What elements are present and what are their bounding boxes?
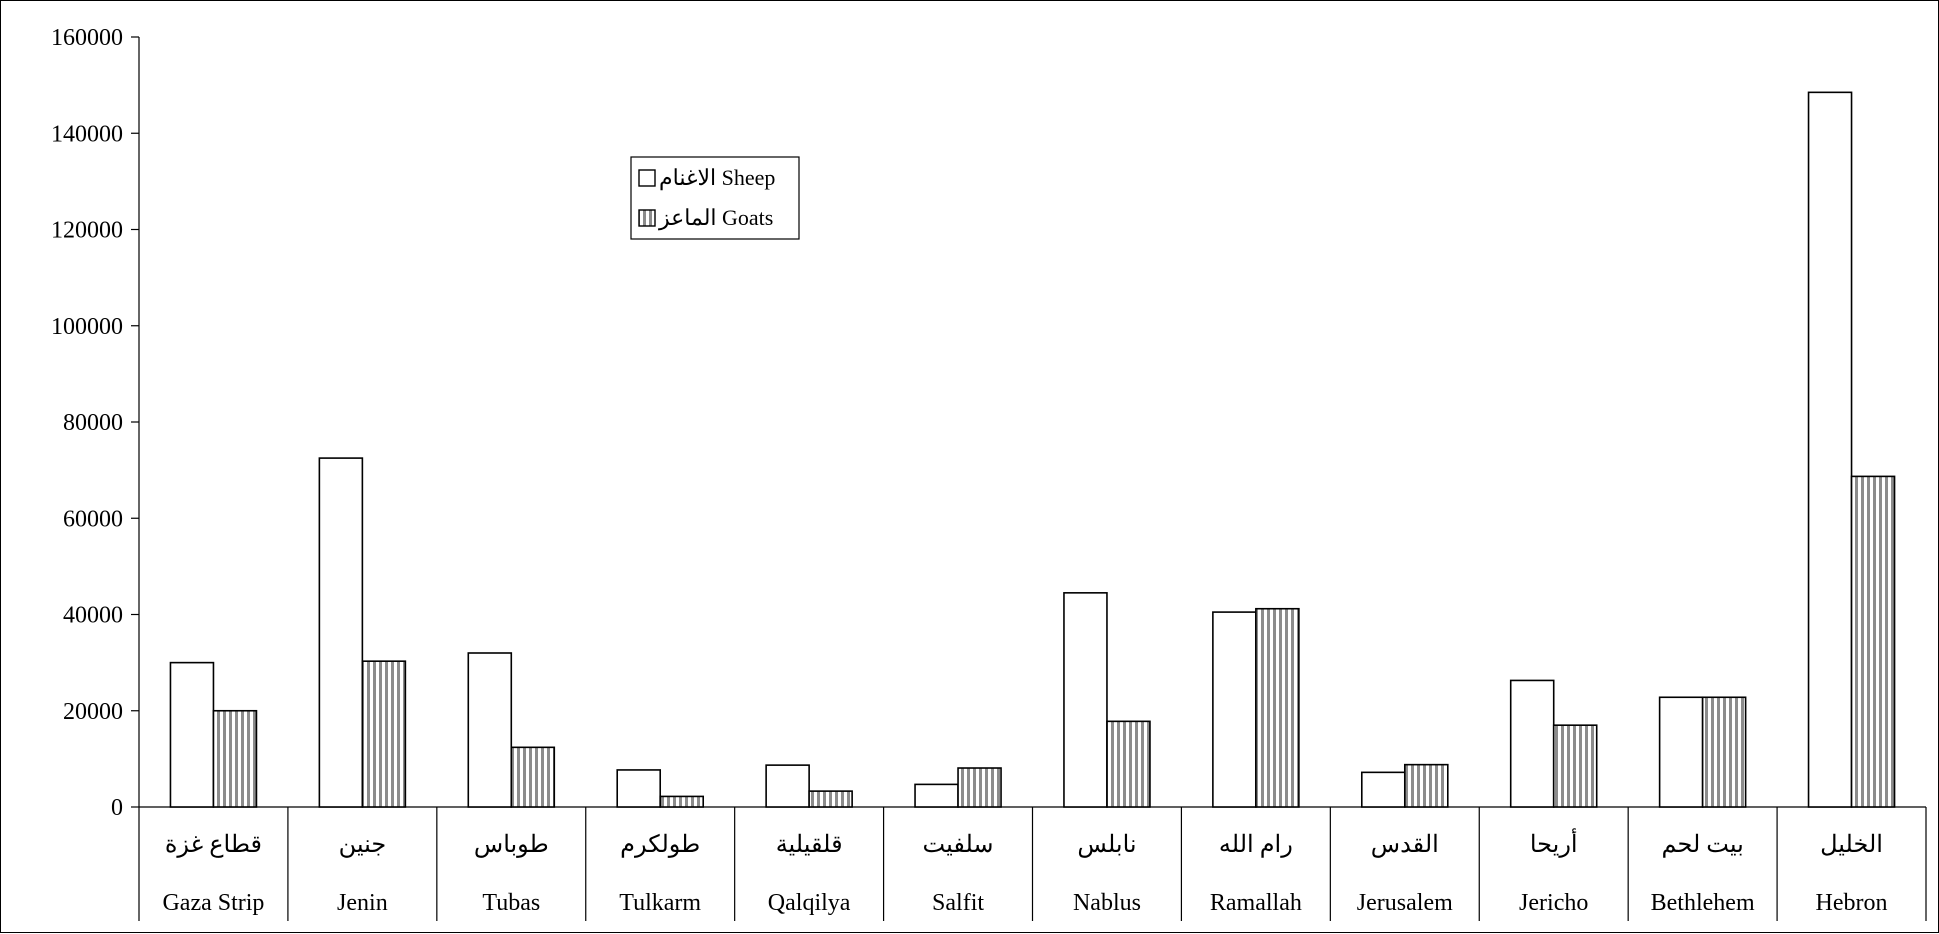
category-label-english: Hebron [1816, 890, 1888, 916]
y-tick-label: 60000 [63, 506, 123, 532]
category-label-arabic: بيت لحم [1661, 832, 1743, 858]
goats-bar [510, 746, 556, 808]
category-label-arabic: الخليل [1820, 832, 1883, 858]
goats-bar [1701, 696, 1747, 808]
category-label-arabic: نابلس [1077, 832, 1136, 858]
axes: 0 20000 40000 60000 80000 100000 120000 140000 1… [51, 25, 1927, 921]
y-tick-label: 100000 [51, 314, 123, 340]
y-tick-label: 40000 [63, 603, 123, 629]
category-labels: قطاع غزة Gaza Strip جنين Jenin طوباس Tubas طول… [162, 827, 1887, 916]
goats-bar [361, 660, 407, 808]
sheep-bar [765, 764, 810, 808]
sheep-bar [1360, 771, 1406, 808]
legend: الاغنام Sheep الماعز Goats [630, 156, 800, 240]
category-label-arabic: سلفيت [923, 832, 994, 858]
category-label-arabic: جنين [339, 832, 387, 858]
category-label-english: Jerusalem [1357, 890, 1453, 916]
legend-swatch-goats [638, 209, 656, 227]
goats-bar [212, 709, 258, 808]
category-label-arabic: طولكرم [620, 832, 700, 858]
bars [169, 91, 1896, 808]
category-label-arabic: قطاع غزة [165, 832, 262, 858]
y-tick-label: 160000 [51, 25, 123, 51]
category-label-english: Jenin [337, 890, 388, 916]
sheep-bar [467, 652, 513, 808]
y-tick-label: 20000 [63, 699, 123, 725]
category-label-english: Nablus [1073, 890, 1141, 916]
goats-bar [1106, 720, 1151, 808]
sheep-bar [914, 783, 959, 808]
y-tick-label: 140000 [51, 121, 123, 147]
sheep-bar [318, 457, 364, 808]
y-tick-label: 0 [111, 795, 123, 821]
category-label-arabic: رام الله [1219, 832, 1293, 858]
category-label-english: Gaza Strip [162, 890, 264, 916]
category-label-arabic: طوباس [474, 832, 549, 858]
sheep-bar [1063, 592, 1108, 808]
category-label-english: Bethlehem [1651, 890, 1755, 916]
category-label-english: Salfit [932, 890, 984, 916]
category-label-arabic: أريحا [1530, 827, 1578, 858]
goats-bar [957, 767, 1002, 808]
category-label-english: Ramallah [1210, 890, 1302, 916]
category-label-english: Qalqilya [768, 890, 851, 916]
goats-bar [1403, 763, 1449, 808]
legend-box [630, 156, 800, 240]
sheep-bar [616, 769, 662, 808]
legend-label-goats: الماعز Goats [658, 205, 773, 231]
legend-swatch-sheep [638, 169, 656, 187]
sheep-bar [1212, 611, 1257, 808]
legend-label-sheep: الاغنام Sheep [659, 165, 775, 191]
goats-bar [1552, 724, 1598, 808]
sheep-bar [1658, 696, 1704, 808]
category-label-arabic: قلقيلية [776, 832, 843, 858]
goats-bar [1850, 475, 1896, 808]
goats-bar [1255, 607, 1300, 808]
goats-bar [808, 790, 853, 808]
category-label-english: Tubas [482, 890, 540, 916]
sheep-bar [1807, 91, 1853, 808]
sheep-bar [1509, 679, 1555, 808]
y-tick-label: 120000 [51, 218, 123, 244]
category-label-english: Jericho [1519, 890, 1588, 916]
y-tick-label: 80000 [63, 410, 123, 436]
category-label-english: Tulkarm [619, 890, 701, 916]
category-label-arabic: القدس [1371, 832, 1439, 858]
goats-bar [659, 795, 705, 808]
sheep-bar [169, 661, 215, 808]
